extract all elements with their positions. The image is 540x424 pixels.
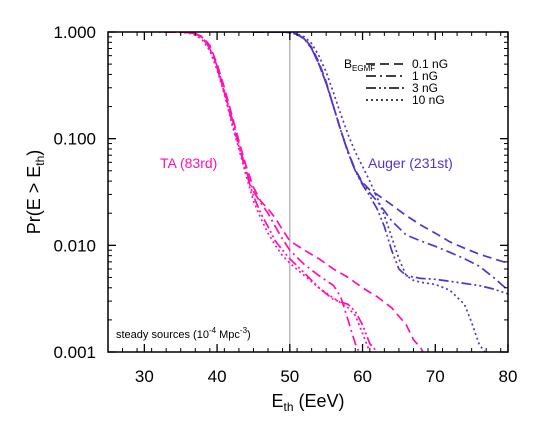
y-tick-label: 0.010 <box>53 236 96 255</box>
y-axis-title: Pr(E > Eth) <box>24 150 47 235</box>
x-tick-label: 60 <box>353 367 372 386</box>
legend-label-0: 0.1 nG <box>412 57 448 71</box>
legend-title-main: B <box>344 57 352 71</box>
x-axis-title: Eth (EeV) <box>271 391 344 414</box>
x-axis-title-main: E <box>271 391 283 411</box>
x-axis-title-sub: th <box>283 400 293 414</box>
y-tick-label: 0.001 <box>53 343 96 362</box>
y-axis-title-sub: th <box>33 156 47 166</box>
x-axis-title-unit: (EeV) <box>294 391 345 411</box>
legend-title-sub: EGMF <box>352 64 375 73</box>
plot-frame <box>107 31 509 353</box>
y-tick-label: 1.000 <box>53 23 96 42</box>
note-end: ) <box>247 329 251 341</box>
y-axis-title-post: ) <box>24 150 44 156</box>
legend-label-3: 10 nG <box>412 93 445 107</box>
x-tick-label: 30 <box>135 367 154 386</box>
steady-sources-note: steady sources (10-4 Mpc-3) <box>116 326 251 341</box>
legend-title: BEGMF <box>344 57 375 73</box>
ta-annotation: TA (83rd) <box>160 155 217 171</box>
series-ta-dotted <box>158 32 371 352</box>
note-sup2: -3 <box>240 326 248 335</box>
y-tick-label: 0.100 <box>53 130 96 149</box>
series-auger-dashed <box>253 32 508 265</box>
x-tick-label: 80 <box>499 367 518 386</box>
note-pre: steady sources (10 <box>116 329 209 341</box>
legend-label-2: 3 nG <box>412 81 438 95</box>
series-auger-dashdotdot <box>253 32 508 295</box>
series-ta-dashdot <box>166 32 360 352</box>
y-axis-title-pre: Pr(E > E <box>24 166 44 235</box>
legend: BEGMF 0.1 nG 1 nG 3 nG 10 nG <box>344 57 448 107</box>
x-tick-label: 70 <box>426 367 445 386</box>
series-auger-dotted <box>253 32 486 352</box>
note-mid: Mpc <box>216 329 240 341</box>
legend-label-1: 1 nG <box>412 69 438 83</box>
x-tick-label: 50 <box>280 367 299 386</box>
auger-annotation: Auger (231st) <box>368 155 453 171</box>
note-sup: -4 <box>209 326 217 335</box>
series-ta-dashdotdot <box>166 32 378 352</box>
series-ta-dashed <box>166 32 424 352</box>
x-tick-label: 40 <box>208 367 227 386</box>
